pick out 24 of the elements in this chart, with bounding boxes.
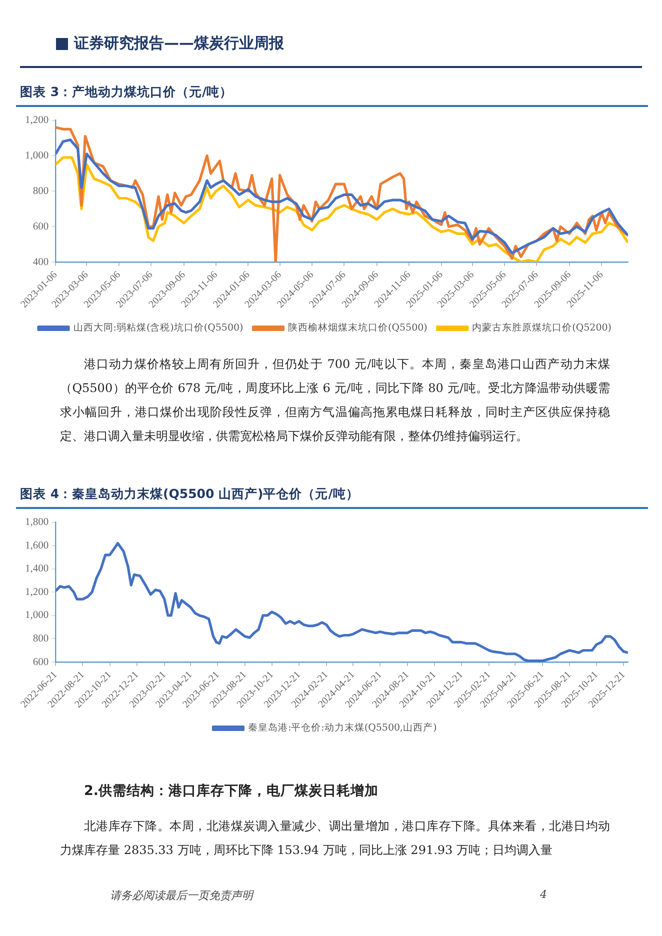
legend-label: 秦皇岛港:平仓价:动力末煤(Q5500,山西产): [248, 722, 437, 734]
legend-label: 内蒙古东胜原煤坑口价(Q5200): [472, 322, 612, 334]
y-tick-label: 1,000: [25, 610, 49, 622]
text: 请务必阅读最后一页免责声明: [110, 888, 253, 903]
y-tick-label: 600: [32, 221, 49, 232]
text: 4: [540, 888, 547, 901]
text: 证券研究报告——煤炭行业周报: [74, 34, 284, 53]
y-tick-label: 800: [32, 633, 49, 644]
y-tick-label: 1,400: [25, 564, 49, 575]
y-tick-label: 1,600: [25, 540, 49, 552]
y-tick-label: 400: [32, 256, 49, 268]
y-tick-label: 1,200: [25, 586, 49, 598]
chart-title: 图表 3：产地动力煤坑口价（元/吨）: [16, 80, 648, 107]
y-tick-label: 1,800: [25, 517, 49, 528]
text: 2.供需结构：港口库存下降，电厂煤炭日耗增加: [84, 782, 379, 800]
y-tick-label: 1,200: [25, 115, 49, 126]
y-tick-label: 600: [32, 656, 49, 668]
y-tick-label: 1,000: [25, 150, 49, 162]
legend-label: 陕西榆林烟煤末坑口价(Q5500): [288, 322, 428, 334]
text: 北港库存下降。本周，北港煤炭调入量减少、调出量增加，港口库存下降。具体来看，北港日均动力煤库存量 2835.33 万吨，周环比下降 153.94 万吨，同比上涨 291.93 万吨；日均调入量: [60, 818, 610, 859]
text: 港口动力煤价格较上周有所回升，但仍处于 700 元/吨以下。本周，秦皇岛港口山西产动力末煤（Q5500）的平仓价 678 元/吨，周度环比上涨 6 元/吨，同比下降 80 元/吨。受北方降温带动供暖需求小幅回升，港口煤价出现阶段性反弹，但南方气温偏高拖累电煤日耗释放，同时主产区供应保持稳定、港口调入量未明显收缩，供需宽松格局下煤价反弹动能有限，整体仍维持偏弱运行。: [60, 356, 610, 445]
chart-title: 图表 4：秦皇岛动力末煤(Q5500 山西产)平仓价（元/吨）: [16, 482, 648, 509]
legend-label: 山西大同:弱粘煤(含税)坑口价(Q5500): [73, 322, 244, 334]
y-tick-label: 800: [32, 186, 49, 197]
